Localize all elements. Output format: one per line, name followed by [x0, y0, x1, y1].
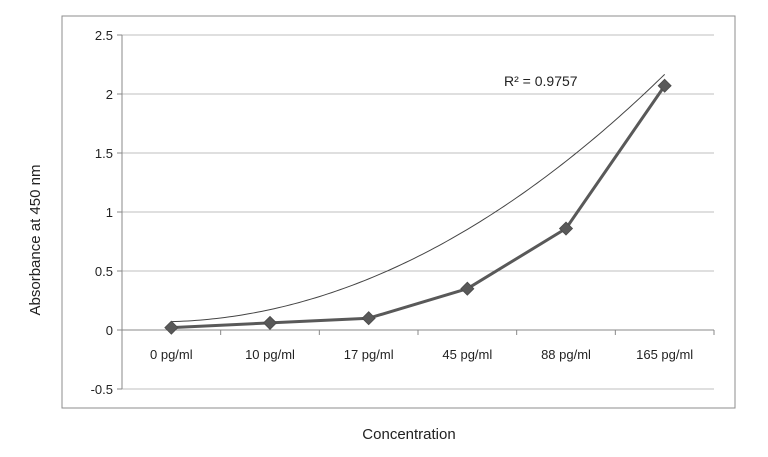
y-tick-label: 2.5 — [95, 28, 113, 43]
data-point-marker — [262, 315, 278, 330]
y-tick-label: -0.5 — [91, 382, 113, 397]
series-line — [171, 84, 666, 330]
x-axis-label: Concentration — [362, 426, 455, 443]
x-tick-label: 165 pg/ml — [636, 347, 693, 362]
y-tick-label: 0.5 — [95, 264, 113, 279]
data-point-marker — [164, 320, 179, 335]
gridlines — [122, 34, 714, 390]
x-tick-label: 0 pg/ml — [150, 347, 193, 362]
x-tick-label: 45 pg/ml — [442, 347, 492, 362]
y-tick-label: 0 — [106, 323, 113, 338]
axes — [117, 34, 715, 390]
trendline — [171, 73, 666, 323]
x-tick-label: 88 pg/ml — [541, 347, 591, 362]
data-point-marker — [657, 78, 672, 93]
y-axis-label: Absorbance at 450 nm — [27, 165, 44, 316]
data-point-marker — [361, 311, 376, 326]
data-point-marker — [460, 281, 475, 296]
tick-labels: -0.5 0 0.5 1 1.5 2 2.5 0 pg/ml 10 pg/ml 17 pg/ml 4… — [91, 28, 694, 397]
trendline-r2-label: R² = 0.9757 — [504, 73, 578, 89]
x-tick-label: 10 pg/ml — [245, 347, 295, 362]
data-series — [164, 78, 672, 335]
y-tick-label: 2 — [106, 87, 113, 102]
trendline-curve — [171, 73, 666, 323]
x-tick-label: 17 pg/ml — [344, 347, 394, 362]
y-tick-label: 1.5 — [95, 146, 113, 161]
data-point-marker — [558, 221, 574, 236]
y-tick-label: 1 — [106, 205, 113, 220]
